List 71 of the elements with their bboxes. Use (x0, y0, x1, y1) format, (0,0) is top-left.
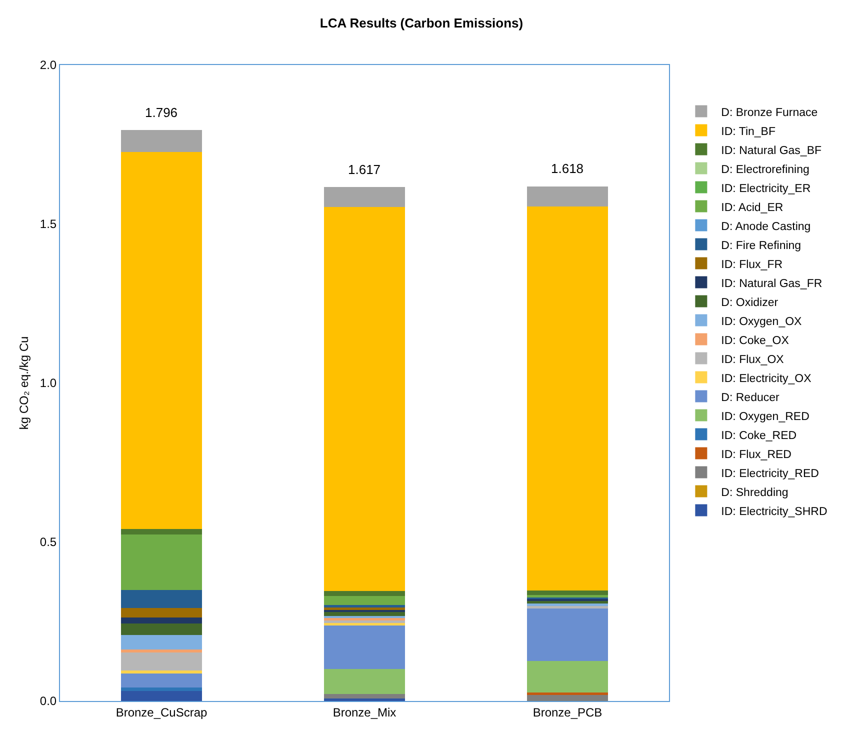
legend-label: ID: Oxygen_OX (721, 316, 802, 328)
chart-title: LCA Results (Carbon Emissions) (320, 15, 524, 30)
y-axis-title: kg CO₂ eq./kg Cu (17, 336, 32, 430)
y-tick-label: 0.0 (40, 694, 57, 708)
legend-label: ID: Flux_OX (721, 354, 784, 366)
legend-label: ID: Tin_BF (721, 126, 776, 138)
bar (324, 604, 406, 608)
legend-label: D: Bronze Furnace (721, 106, 818, 119)
x-tick-label: Bronze_CuScrap (116, 705, 208, 720)
bar (120, 649, 202, 653)
x-tick-label: Bronze_PCB (532, 705, 602, 720)
bar (324, 206, 406, 591)
bar (324, 186, 406, 207)
bar (120, 130, 202, 152)
bar (526, 608, 608, 661)
bar (324, 618, 406, 621)
bar (120, 152, 202, 529)
bar (120, 528, 202, 535)
legend-label: D: Anode Casting (721, 220, 811, 233)
bar (120, 688, 202, 691)
total-label: 1.617 (348, 162, 381, 177)
bar (120, 534, 202, 590)
bar (526, 660, 608, 693)
legend-label: D: Shredding (721, 486, 788, 499)
bar (120, 674, 202, 688)
bar (120, 608, 202, 618)
y-tick-label: 2.0 (40, 58, 57, 72)
bar (324, 596, 406, 605)
legend-label: D: Oxidizer (721, 296, 778, 309)
legend-label: D: Reducer (721, 392, 780, 404)
bar (120, 623, 202, 636)
bar (324, 620, 406, 624)
bar (120, 652, 202, 670)
legend-label: ID: Natural Gas_BF (721, 144, 822, 157)
bar (526, 206, 608, 591)
bar (324, 668, 406, 694)
bar (324, 625, 406, 669)
bar (526, 598, 608, 602)
bar (324, 694, 406, 698)
y-tick-label: 1.5 (40, 217, 57, 232)
bar (120, 635, 202, 650)
bar (120, 590, 202, 608)
bar (120, 690, 202, 701)
total-label: 1.796 (145, 105, 178, 120)
x-tick-label: Bronze_Mix (332, 705, 396, 720)
legend-label: ID: Electricity_SHRD (721, 506, 828, 518)
legend-label: ID: Flux_FR (721, 258, 783, 271)
y-tick-label: 1.0 (40, 376, 57, 390)
bar (526, 601, 608, 604)
legend-label: ID: Electricity_RED (721, 468, 819, 480)
bar (324, 698, 406, 701)
bar (526, 590, 608, 595)
legend-label: ID: Oxygen_RED (721, 410, 810, 423)
y-tick-label: 0.5 (40, 535, 57, 550)
bar (526, 594, 608, 598)
legend-label: ID: Coke_OX (721, 334, 790, 347)
legend-label: ID: Electricity_ER (721, 182, 811, 195)
bar (526, 694, 608, 701)
bar (324, 590, 406, 596)
legend-label: ID: Coke_RED (721, 430, 797, 442)
legend-label: D: Fire Refining (721, 240, 802, 252)
bar (120, 670, 202, 674)
legend-label: ID: Acid_ER (721, 202, 784, 214)
legend-label: ID: Natural Gas_FR (721, 278, 822, 290)
bar (526, 186, 608, 207)
legend-label: ID: Electricity_OX (721, 372, 812, 385)
bar (120, 618, 202, 624)
total-label: 1.618 (551, 161, 584, 176)
bar (526, 606, 608, 608)
legend-label: D: Electrorefining (721, 164, 810, 176)
legend-label: ID: Flux_RED (721, 448, 792, 461)
